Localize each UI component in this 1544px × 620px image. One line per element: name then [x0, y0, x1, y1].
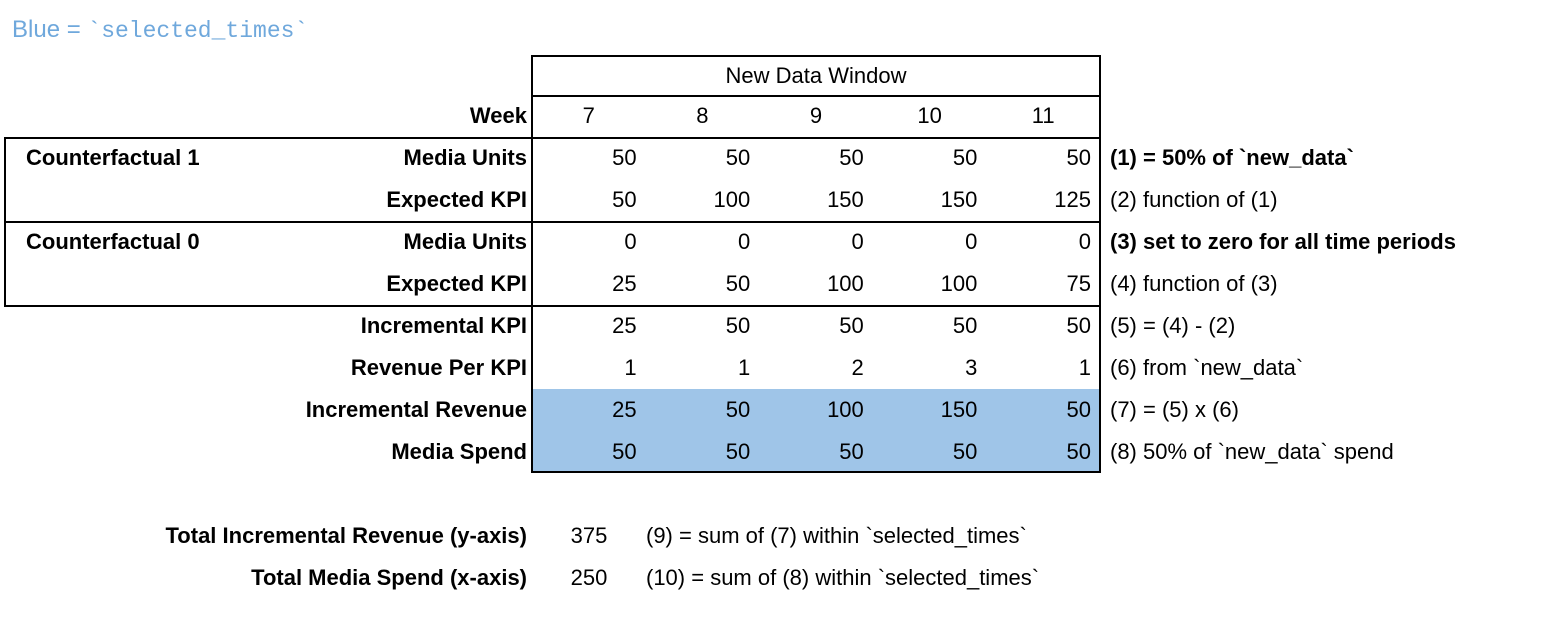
value-cell: 1: [624, 355, 637, 380]
value-cell: 0: [965, 229, 978, 254]
total-media-spend-annotation: (10) = sum of (8) within `selected_times…: [646, 565, 1040, 590]
value-cell: 150: [940, 187, 978, 212]
value-cell: 50: [1066, 397, 1091, 422]
header-bottom-border: [531, 95, 1101, 97]
value-cell: 50: [1066, 313, 1091, 338]
value-cell: 100: [827, 397, 864, 422]
row-annotation: (6) from `new_data`: [1110, 355, 1304, 380]
value-cell: 0: [851, 229, 864, 254]
row-annotation: (2) function of (1): [1110, 187, 1278, 212]
row-annotation: (4) function of (3): [1110, 271, 1278, 296]
row-label: Expected KPI: [386, 187, 527, 212]
value-cell: 100: [827, 271, 864, 296]
value-cell: 50: [612, 439, 637, 464]
value-cell: 50: [725, 313, 751, 338]
legend-code: `selected_times`: [87, 18, 309, 44]
value-cell: 50: [839, 439, 864, 464]
row-label: Revenue Per KPI: [350, 355, 527, 380]
legend-blue-selected-times: Blue = `selected_times`: [12, 16, 308, 45]
value-cell: 50: [725, 271, 751, 296]
value-cell: 50: [725, 439, 751, 464]
value-cell: 150: [940, 397, 978, 422]
value-cell: 100: [713, 187, 751, 212]
total-media-spend-label: Total Media Spend (x-axis): [251, 565, 527, 590]
value-cell: 0: [737, 229, 751, 254]
value-cell: 50: [952, 313, 978, 338]
week-bottom-border: [4, 137, 1101, 139]
week-number-cell: 7: [582, 103, 595, 128]
header-top-border: [531, 55, 1101, 57]
value-cell: 50: [1066, 439, 1091, 464]
row-annotation: (5) = (4) - (2): [1110, 313, 1236, 338]
total-incremental-revenue-label: Total Incremental Revenue (y-axis): [165, 523, 528, 548]
row-label: Media Units: [403, 229, 527, 254]
week-number-cell: 8: [696, 103, 709, 128]
value-cell: 150: [827, 187, 864, 212]
value-cell: 25: [612, 271, 637, 296]
data-left-border: [531, 55, 533, 473]
table-header-title: New Data Window: [725, 63, 907, 88]
value-cell: 50: [725, 397, 751, 422]
value-cell: 3: [965, 355, 978, 380]
week-number-cell: 9: [809, 103, 823, 128]
value-cell: 50: [839, 145, 864, 170]
total-media-spend-value: 250: [570, 565, 608, 590]
value-cell: 1: [737, 355, 751, 380]
value-cell: 50: [1066, 145, 1091, 170]
row-label: Incremental Revenue: [305, 397, 527, 422]
row-annotation: (8) 50% of `new_data` spend: [1110, 439, 1394, 464]
value-cell: 2: [851, 355, 864, 380]
table-bottom-border: [531, 471, 1101, 473]
selected-times-highlight: [533, 389, 1099, 471]
cf0-bottom-border: [4, 305, 1101, 307]
week-number-cell: 11: [1031, 103, 1055, 128]
value-cell: 0: [624, 229, 637, 254]
value-cell: 125: [1054, 187, 1091, 212]
value-cell: 50: [839, 313, 864, 338]
value-cell: 50: [612, 187, 637, 212]
value-cell: 50: [952, 439, 978, 464]
row-annotation: (3) set to zero for all time periods: [1110, 229, 1456, 254]
group-label-counterfactual-0: Counterfactual 0: [26, 229, 200, 254]
week-number-cell: 10: [917, 103, 942, 128]
legend-prefix: Blue =: [12, 16, 88, 43]
value-cell: 50: [612, 145, 637, 170]
row-annotation: (1) = 50% of `new_data`: [1110, 145, 1354, 170]
data-right-border: [1099, 55, 1101, 473]
row-label: Media Spend: [391, 439, 527, 464]
value-cell: 25: [612, 397, 637, 422]
total-incremental-revenue-annotation: (9) = sum of (7) within `selected_times`: [646, 523, 1027, 548]
value-cell: 75: [1066, 271, 1091, 296]
row-label: Expected KPI: [386, 271, 527, 296]
week-row-label: Week: [469, 103, 527, 128]
value-cell: 25: [612, 313, 637, 338]
cf1-cf0-divider: [4, 221, 1101, 223]
group-label-counterfactual-1: Counterfactual 1: [26, 145, 200, 170]
value-cell: 50: [952, 145, 978, 170]
total-incremental-revenue-value: 375: [570, 523, 608, 548]
value-cell: 0: [1078, 229, 1091, 254]
row-annotation: (7) = (5) x (6): [1110, 397, 1239, 422]
row-label: Incremental KPI: [360, 313, 527, 338]
value-cell: 50: [725, 145, 751, 170]
value-cell: 1: [1078, 355, 1091, 380]
value-cell: 100: [940, 271, 978, 296]
labels-left-border: [4, 137, 6, 307]
row-label: Media Units: [403, 145, 527, 170]
